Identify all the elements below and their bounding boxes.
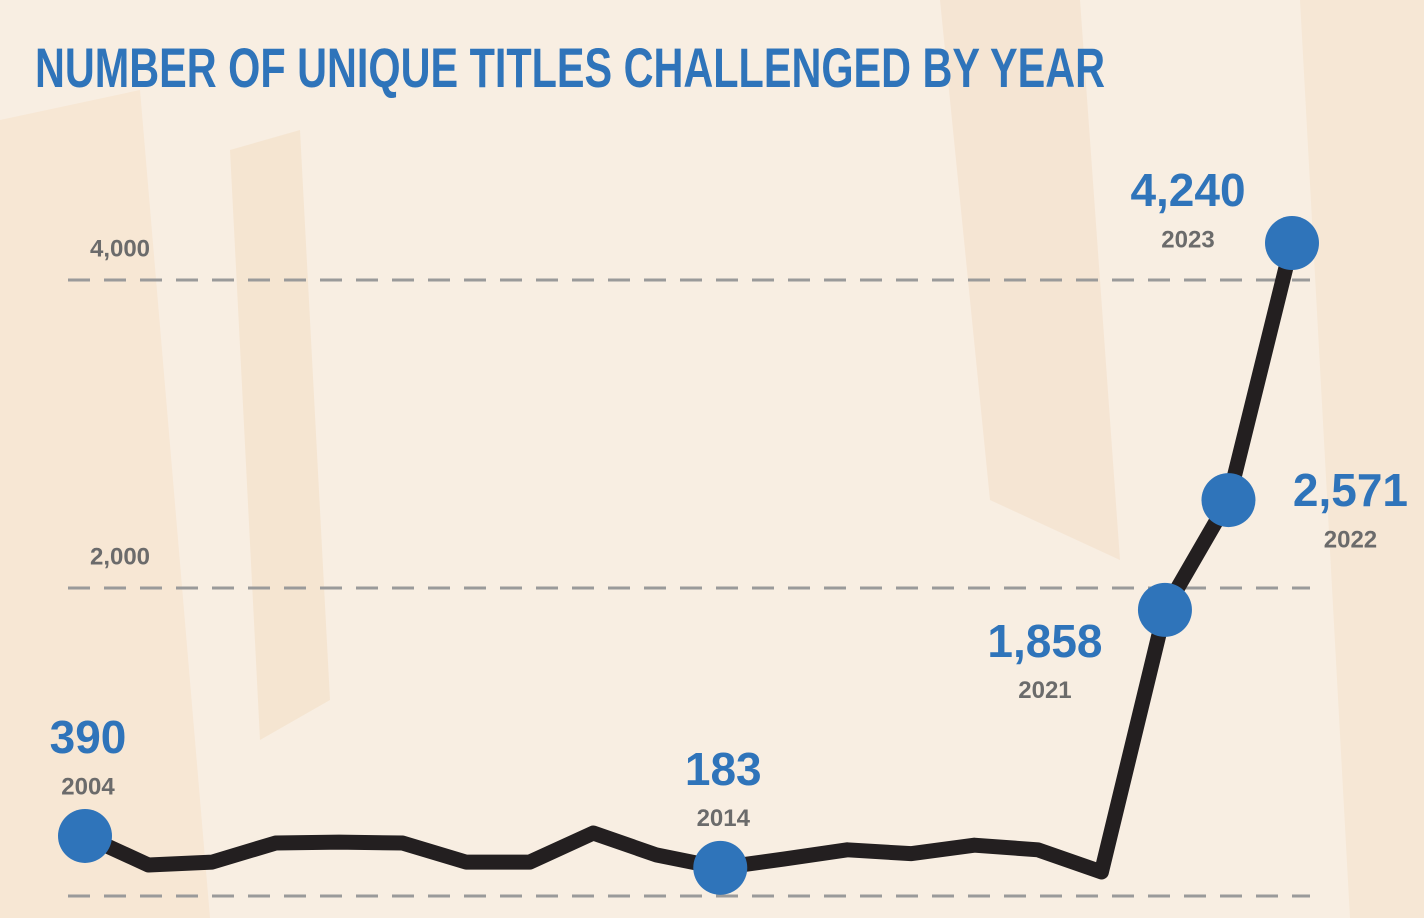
marker <box>1137 582 1192 637</box>
y-tick-label: 2,000 <box>90 543 150 570</box>
year-label: 2021 <box>1018 677 1071 704</box>
marker <box>1201 473 1256 528</box>
data-label: 2,571 <box>1293 464 1408 516</box>
data-label: 4,240 <box>1130 164 1245 216</box>
line <box>77 235 1300 880</box>
y-tick-label: 4,000 <box>90 235 150 262</box>
data-label: 390 <box>50 711 127 763</box>
marker <box>58 808 112 863</box>
texture <box>940 0 1120 560</box>
year-label: 2023 <box>1161 226 1214 253</box>
year-label: 2022 <box>1324 526 1377 553</box>
year-label: 2004 <box>61 773 115 800</box>
marker <box>1265 216 1319 271</box>
chart-title: NUMBER OF UNIQUE TITLES CHALLENGED BY YE… <box>35 36 1105 99</box>
texture <box>1300 0 1424 918</box>
data-label: 1,858 <box>987 615 1102 667</box>
texture <box>0 90 210 918</box>
marker <box>693 840 748 895</box>
data-label: 183 <box>685 743 762 795</box>
year-label: 2014 <box>697 805 751 832</box>
